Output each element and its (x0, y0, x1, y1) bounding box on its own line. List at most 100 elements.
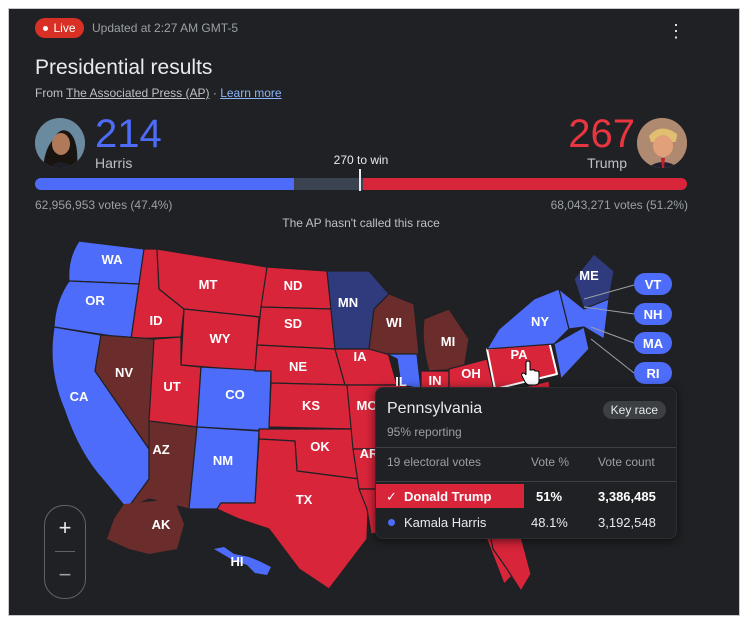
label-NV: NV (115, 365, 133, 380)
candidate-name: Kamala Harris (404, 515, 487, 530)
election-results-card: Live Updated at 2:27 AM GMT-5 ⋮ Presiden… (9, 9, 739, 615)
label-KS: KS (302, 398, 320, 413)
state-NJ-CT[interactable] (553, 326, 590, 380)
state-NY[interactable] (486, 288, 570, 350)
harris-name: Harris (95, 155, 133, 171)
label-AR: AR (360, 446, 379, 461)
harris-electoral-votes: 214 (95, 112, 162, 156)
source-line: From The Associated Press (AP) · Learn m… (35, 86, 282, 100)
harris-progress (35, 178, 295, 190)
label-MT: MT (199, 277, 218, 292)
result-row-harris: Kamala Harris 48.1% 3,192,548 (376, 510, 676, 534)
hand-cursor-icon (521, 360, 540, 386)
label-TX: TX (296, 492, 313, 507)
state-tooltip: Pennsylvania Key race 95% reporting 19 e… (375, 387, 677, 539)
source-separator: · (209, 86, 221, 100)
label-WY: WY (210, 331, 231, 346)
state-NM[interactable] (188, 426, 260, 510)
state-New-England[interactable] (558, 288, 610, 340)
label-MN: MN (338, 295, 358, 310)
label-RI: RI (647, 366, 660, 381)
label-WA: WA (102, 252, 124, 267)
key-race-badge: Key race (602, 401, 666, 419)
side-box-RI[interactable]: RI (634, 362, 672, 384)
ap-source-link[interactable]: The Associated Press (AP) (66, 86, 210, 100)
live-dot-icon (43, 25, 49, 31)
live-label: Live (53, 21, 76, 35)
race-status: The AP hasn't called this race (282, 216, 440, 230)
side-box-MA[interactable]: MA (634, 332, 672, 354)
label-NE: NE (289, 359, 307, 374)
label-PA: PA (510, 347, 528, 362)
vote-pct: 51% (536, 489, 563, 504)
harris-popular-votes: 62,956,953 votes (47.4%) (35, 198, 173, 212)
candidate-name: Donald Trump (404, 489, 492, 504)
col-electoral-votes: 19 electoral votes (387, 455, 482, 469)
trump-electoral-votes: 267 (568, 112, 635, 156)
label-WI: WI (386, 315, 402, 330)
state-WI[interactable] (368, 293, 420, 355)
zoom-divider (55, 551, 75, 552)
side-box-VT[interactable]: VT (634, 273, 672, 295)
to-win-label: 270 to win (333, 153, 389, 167)
zoom-out-button[interactable]: − (58, 562, 72, 587)
label-SD: SD (284, 316, 302, 331)
label-UT: UT (163, 379, 180, 394)
harris-dot-icon (388, 519, 395, 526)
label-ID: ID (150, 313, 163, 328)
win-threshold-marker (359, 169, 361, 191)
state-ME[interactable] (573, 253, 615, 310)
more-vert-icon[interactable]: ⋮ (667, 21, 685, 41)
label-CO: CO (225, 387, 245, 402)
page-title: Presidential results (35, 56, 213, 79)
label-ND: ND (284, 278, 303, 293)
trump-name: Trump (587, 155, 627, 171)
label-AK: AK (152, 517, 171, 532)
state-AK[interactable] (107, 499, 184, 554)
label-IA: IA (354, 349, 368, 364)
state-MI[interactable] (422, 308, 470, 372)
vote-count: 3,192,548 (598, 515, 656, 530)
state-HI[interactable] (214, 547, 271, 575)
label-MO: MO (357, 398, 378, 413)
label-MA: MA (643, 336, 664, 351)
label-IN: IN (429, 373, 442, 388)
label-OH: OH (461, 366, 481, 381)
label-HI: HI (231, 554, 244, 569)
electoral-progress-bar (35, 178, 687, 190)
label-AZ: AZ (152, 442, 169, 457)
label-IL: IL (395, 374, 407, 389)
label-OR: OR (85, 293, 105, 308)
col-vote-count: Vote count (598, 455, 655, 469)
zoom-control: + − (44, 505, 86, 599)
side-box-NH[interactable]: NH (634, 303, 672, 325)
label-CA: CA (70, 389, 89, 404)
label-NM: NM (213, 453, 233, 468)
winner-highlight (376, 484, 524, 508)
label-VT: VT (645, 277, 662, 292)
trump-popular-votes: 68,043,271 votes (51.2%) (550, 198, 688, 212)
tooltip-reporting: 95% reporting (387, 425, 462, 439)
tooltip-state-name: Pennsylvania (387, 400, 483, 417)
tooltip-divider-2 (376, 481, 676, 482)
label-NH: NH (644, 307, 663, 322)
label-MI: MI (441, 334, 455, 349)
check-icon: ✓ (386, 489, 397, 504)
leader-lines (583, 284, 635, 374)
label-ME: ME (579, 268, 599, 283)
result-row-trump: ✓ Donald Trump 51% 3,386,485 (376, 484, 676, 508)
harris-avatar (35, 118, 85, 168)
vote-count: 3,386,485 (598, 489, 656, 504)
tooltip-divider (376, 447, 676, 448)
label-OK: OK (310, 439, 330, 454)
us-results-map[interactable]: VT NH MA RI WA OR CA ID NV MT WY UT AZ C… (9, 9, 739, 615)
vote-pct: 48.1% (531, 515, 568, 530)
source-prefix: From (35, 86, 67, 100)
live-badge: Live (35, 18, 84, 38)
trump-progress (363, 178, 687, 190)
col-vote-pct: Vote % (531, 455, 570, 469)
label-NY: NY (531, 314, 549, 329)
zoom-in-button[interactable]: + (58, 515, 72, 540)
learn-more-link[interactable]: Learn more (220, 86, 282, 100)
updated-time: Updated at 2:27 AM GMT-5 (92, 21, 239, 35)
